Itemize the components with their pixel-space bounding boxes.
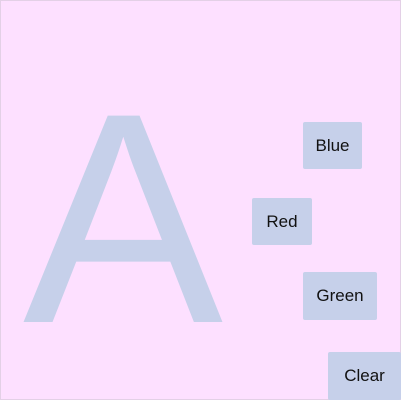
blue-button[interactable]: Blue (303, 122, 362, 169)
large-letter-display: A (22, 50, 224, 386)
green-button[interactable]: Green (303, 272, 377, 320)
clear-button[interactable]: Clear (328, 352, 401, 400)
red-button[interactable]: Red (252, 198, 312, 245)
